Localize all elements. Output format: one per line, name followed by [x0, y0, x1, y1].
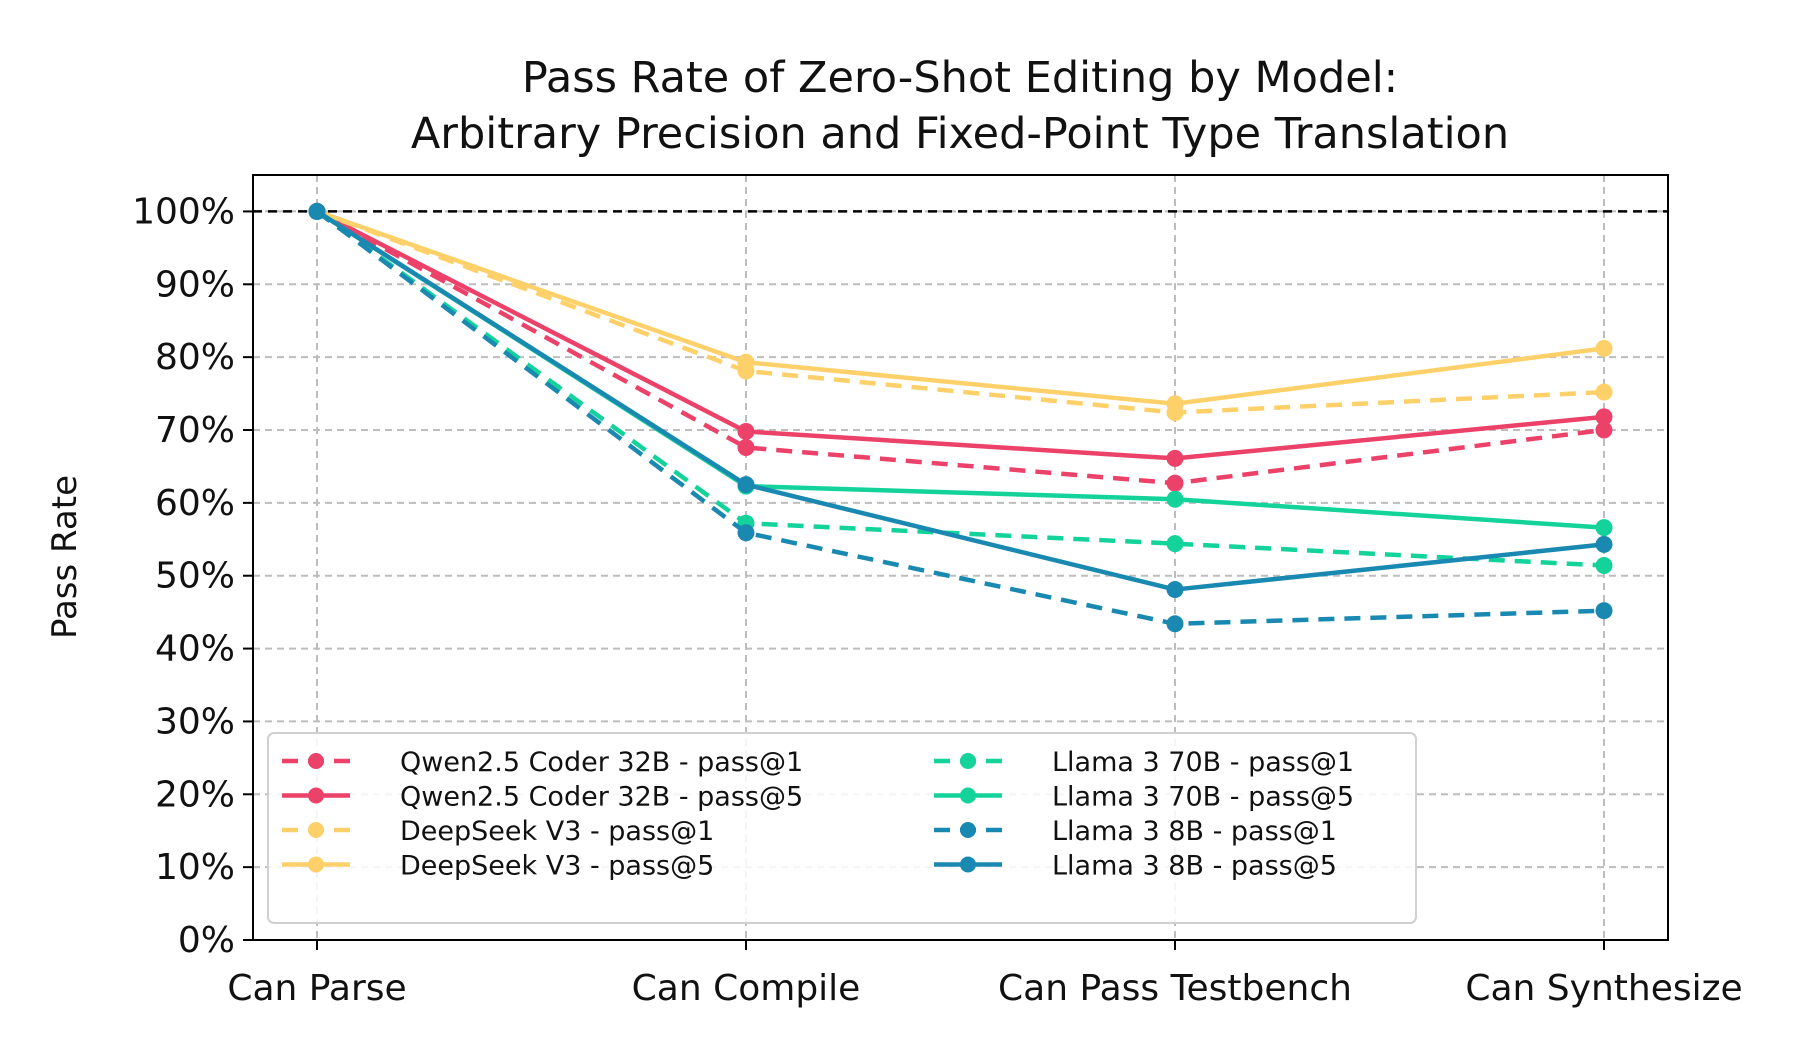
x-tick-label: Can Pass Testbench	[998, 968, 1352, 1009]
series-line	[316, 209, 1605, 415]
legend-label: Llama 3 70B - pass@1	[1052, 747, 1354, 778]
legend-label: DeepSeek V3 - pass@1	[400, 816, 714, 847]
y-tick-label: 70%	[155, 410, 235, 451]
series-line	[315, 209, 1605, 592]
y-tick-label: 80%	[155, 337, 235, 378]
series-4	[308, 202, 1613, 575]
legend-marker	[308, 787, 324, 804]
legend-label: Qwen2.5 Coder 32B - pass@1	[400, 747, 803, 778]
legend-entry: DeepSeek V3 - pass@5	[282, 851, 714, 882]
data-point	[1595, 383, 1613, 401]
y-tick-label: 10%	[155, 847, 235, 888]
legend-marker	[308, 856, 324, 873]
y-tick-label: 60%	[155, 483, 235, 524]
legend-label: DeepSeek V3 - pass@5	[400, 851, 714, 882]
data-point	[1595, 602, 1613, 620]
legend-label: Llama 3 8B - pass@1	[1052, 816, 1337, 847]
legend-marker	[308, 822, 324, 838]
data-point	[1166, 535, 1184, 553]
x-tick-label: Can Synthesize	[1465, 968, 1742, 1009]
legend-entry: Llama 3 8B - pass@1	[934, 816, 1337, 847]
legend-entry: Qwen2.5 Coder 32B - pass@5	[282, 782, 803, 813]
y-tick-label: 40%	[155, 629, 235, 670]
data-point	[1166, 449, 1184, 467]
legend-entry: DeepSeek V3 - pass@1	[282, 816, 714, 847]
legend-label: Llama 3 8B - pass@5	[1052, 851, 1337, 882]
legend-entry: Llama 3 70B - pass@1	[934, 747, 1354, 778]
x-tick-label: Can Compile	[632, 968, 861, 1009]
series-line	[315, 209, 1605, 461]
y-axis-label: Pass Rate	[45, 475, 85, 639]
data-point	[1595, 535, 1613, 553]
legend-entry: Llama 3 8B - pass@5	[934, 851, 1337, 882]
data-point	[1595, 557, 1613, 575]
series-line	[315, 209, 1605, 568]
legend-marker	[308, 753, 324, 769]
y-tick-label: 50%	[155, 556, 235, 597]
series-0	[308, 202, 1613, 492]
data-point	[1595, 408, 1613, 426]
data-point	[1166, 615, 1184, 633]
series-5	[308, 202, 1613, 537]
data-point	[1595, 519, 1613, 537]
legend-label: Llama 3 70B - pass@5	[1052, 782, 1354, 813]
y-tick-label: 30%	[155, 701, 235, 742]
data-point	[1166, 474, 1184, 492]
legend-box	[267, 732, 1417, 924]
data-point	[737, 353, 755, 371]
x-axis-ticks: Can Parse Can Compile Can Pass Testbench Ca…	[227, 940, 1743, 1009]
data-point	[737, 524, 755, 542]
series-6	[308, 202, 1613, 633]
y-tick-label: 0%	[178, 920, 235, 961]
series-line	[315, 209, 1605, 627]
legend-marker	[960, 856, 976, 873]
legend-marker	[960, 753, 976, 769]
series-layer	[308, 202, 1613, 633]
legend-entry: Qwen2.5 Coder 32B - pass@1	[282, 747, 803, 778]
data-point	[1166, 395, 1184, 413]
y-tick-label: 100%	[132, 191, 235, 232]
y-tick-label: 20%	[155, 774, 235, 815]
y-axis-ticks: 0% 10% 20% 30% 40% 50% 60% 70% 80% 90% 100%	[132, 191, 253, 961]
legend-marker	[960, 822, 976, 838]
data-point	[737, 438, 755, 456]
data-point	[1166, 490, 1184, 508]
legend: Qwen2.5 Coder 32B - pass@1 Qwen2.5 Coder …	[267, 732, 1417, 924]
chart-title-line-1: Pass Rate of Zero-Shot Editing by Model:	[522, 53, 1398, 103]
y-tick-label: 90%	[155, 264, 235, 305]
series-1	[308, 202, 1613, 467]
data-point	[1166, 581, 1184, 599]
series-line	[316, 209, 1605, 407]
series-line	[315, 209, 1605, 486]
data-point	[1595, 421, 1613, 439]
chart-title-line-2: Arbitrary Precision and Fixed-Point Type…	[411, 109, 1509, 159]
data-point	[737, 476, 755, 494]
legend-label: Qwen2.5 Coder 32B - pass@5	[400, 782, 803, 813]
data-point	[1595, 339, 1613, 357]
data-point	[308, 202, 326, 220]
series-line	[315, 209, 1605, 530]
series-7	[308, 202, 1613, 599]
x-tick-label: Can Parse	[227, 968, 406, 1009]
plot-frame	[252, 174, 1669, 941]
legend-marker	[960, 787, 976, 804]
data-point	[737, 422, 755, 440]
legend-entry: Llama 3 70B - pass@5	[934, 782, 1354, 813]
